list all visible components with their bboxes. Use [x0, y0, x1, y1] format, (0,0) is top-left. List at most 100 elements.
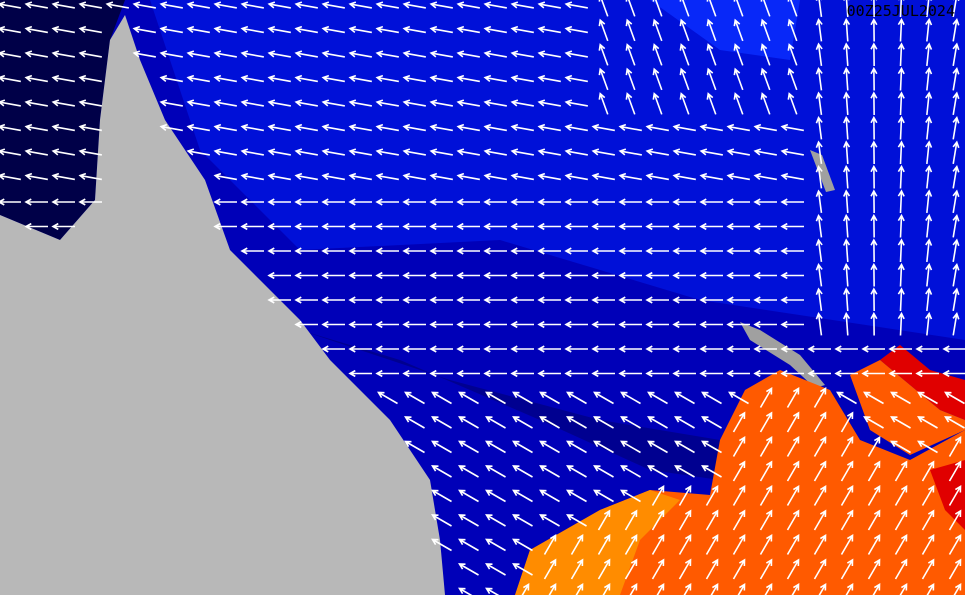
swell-arrow: [213, 74, 237, 83]
swell-arrow: [645, 271, 669, 280]
swell-arrow: [429, 74, 453, 83]
swell-arrow: [240, 25, 264, 34]
swell-arrow: [813, 460, 827, 482]
swell-arrow: [815, 189, 823, 214]
swell-arrow: [870, 287, 878, 312]
swell-arrow: [539, 440, 560, 454]
swell-arrow: [348, 123, 372, 132]
swell-arrow: [870, 0, 878, 18]
swell-arrow: [780, 198, 804, 206]
swell-arrow: [267, 198, 291, 206]
swell-arrow: [375, 296, 399, 304]
swell-arrow: [375, 1, 399, 9]
swell-arrow: [431, 416, 452, 429]
swell-arrow: [429, 271, 453, 280]
swell-arrow: [897, 164, 905, 189]
swell-arrow: [267, 1, 291, 9]
swell-arrow: [674, 465, 695, 478]
swell-arrow: [483, 148, 507, 156]
swell-arrow: [539, 489, 560, 503]
swell-arrow: [564, 222, 588, 231]
swell-arrow: [404, 391, 425, 405]
swell-arrow: [842, 17, 851, 42]
swell-arrow: [651, 509, 665, 531]
swell-arrow: [780, 172, 804, 181]
swell-arrow: [760, 0, 771, 17]
swell-arrow: [815, 164, 823, 189]
swell-arrow: [402, 198, 426, 206]
swell-arrow: [375, 369, 399, 378]
swell-arrow: [699, 123, 723, 132]
swell-arrow: [925, 238, 933, 263]
swell-arrow: [431, 391, 452, 405]
swell-arrow: [402, 320, 426, 329]
swell-region-red-1: [880, 345, 965, 420]
swell-arrow: [591, 320, 615, 329]
swell-arrow: [863, 416, 884, 429]
swell-arrow: [759, 436, 773, 457]
swell-arrow: [925, 42, 933, 67]
swell-arrow: [321, 50, 345, 58]
swell-arrow: [952, 116, 960, 140]
swell-arrow: [925, 164, 933, 189]
swell-arrow: [842, 140, 851, 165]
swell-arrow: [431, 538, 452, 552]
swell-arrow: [787, 18, 798, 42]
swell-arrow: [897, 115, 905, 140]
swell-arrow: [267, 247, 291, 255]
swell-arrow: [645, 172, 669, 181]
swell-arrow: [294, 25, 318, 34]
swell-arrow: [186, 50, 210, 58]
swell-arrow: [510, 369, 534, 378]
swell-arrow: [213, 172, 237, 181]
swell-arrow: [842, 115, 851, 140]
swell-arrow: [897, 287, 905, 312]
swell-arrow: [815, 115, 823, 140]
swell-arrow: [645, 198, 669, 206]
swell-arrow: [598, 92, 609, 115]
swell-arrow: [51, 198, 75, 206]
swell-region-light-orange: [515, 490, 680, 595]
swell-arrow: [813, 387, 827, 408]
swell-arrow: [566, 514, 587, 527]
swell-arrow: [537, 74, 561, 83]
swell-arrow: [699, 148, 723, 156]
swell-arrow: [240, 198, 264, 206]
swell-arrow: [564, 345, 588, 353]
swell-arrow: [51, 1, 75, 9]
swell-arrow: [597, 509, 611, 531]
swell-arrow: [705, 485, 719, 506]
swell-arrow: [870, 213, 878, 238]
swell-arrow: [701, 440, 722, 454]
swell-arrow: [672, 172, 696, 181]
swell-arrow: [840, 509, 854, 531]
swell-arrow: [456, 345, 480, 353]
swell-arrow: [564, 271, 588, 280]
swell-arrow: [679, 43, 690, 66]
swell-arrow: [456, 123, 480, 132]
swell-arrow: [647, 465, 668, 478]
swell-arrow: [786, 485, 800, 506]
swell-arrow: [651, 485, 665, 506]
swell-arrow: [845, 583, 854, 595]
gulf-of-carpentaria: [0, 0, 125, 240]
swell-arrow: [483, 345, 507, 353]
swell-arrow: [921, 509, 935, 531]
swell-arrow: [483, 296, 507, 304]
swell-arrow: [786, 509, 800, 531]
swell-arrow: [840, 436, 854, 457]
swell-arrow: [625, 92, 636, 115]
swell-arrow: [647, 391, 668, 405]
swell-arrow: [485, 538, 506, 552]
swell-arrow: [402, 50, 426, 58]
swell-arrow: [699, 247, 723, 255]
swell-arrow: [915, 345, 939, 353]
swell-arrow: [267, 50, 291, 58]
swell-arrow: [431, 514, 452, 527]
swell-arrow: [944, 416, 965, 429]
swell-arrow: [564, 50, 588, 58]
swell-arrow: [78, 148, 102, 156]
swell-arrow: [429, 247, 453, 255]
swell-arrow: [213, 1, 237, 9]
swell-arrow: [537, 50, 561, 58]
